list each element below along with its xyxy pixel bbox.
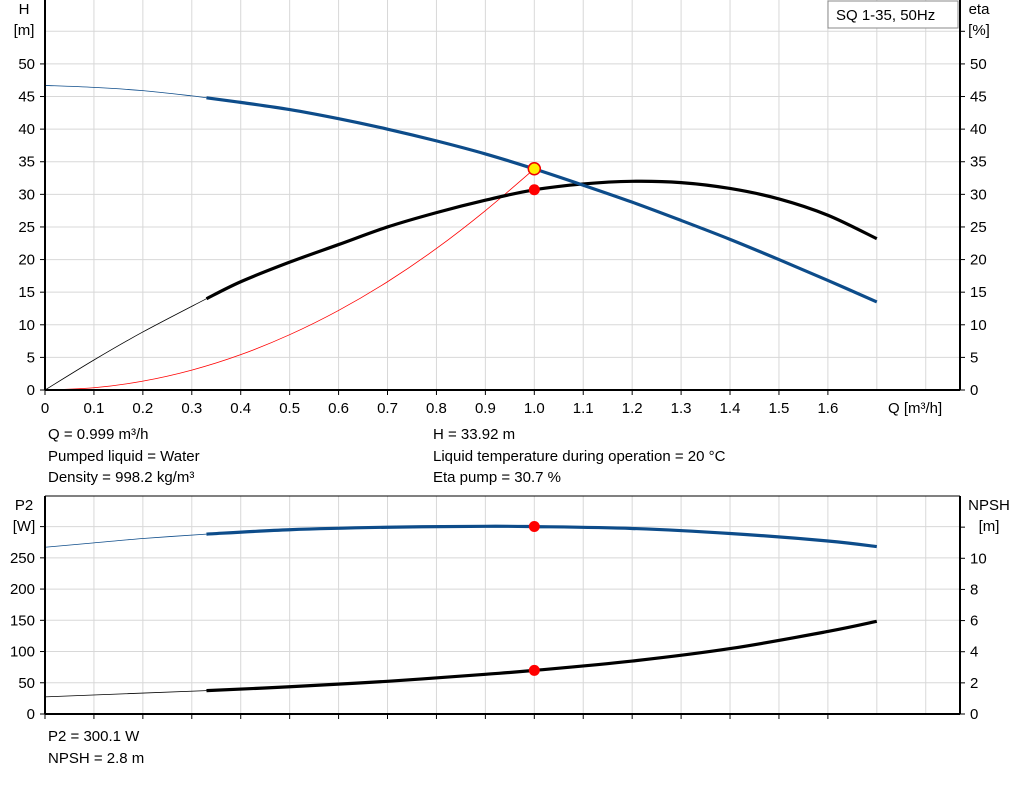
x-tick-label: 0.3 [181, 400, 202, 417]
info-liquid: Pumped liquid = Water [48, 448, 200, 465]
P2-curve-thin [44, 533, 207, 548]
y-tick-label-left: 50 [18, 56, 35, 73]
curves [44, 85, 878, 698]
H-curve-thin [44, 85, 207, 99]
y-tick-label-right: 50 [970, 56, 987, 73]
y-tick-label-left: 10 [18, 317, 35, 334]
x-tick-label: 1.1 [573, 400, 594, 417]
duty-point-eta [528, 184, 540, 196]
top-grid [45, 0, 960, 390]
legend-box [827, 0, 959, 29]
y-right-label-bottom-2: [m] [979, 518, 1000, 535]
y-tick-label-right: 40 [970, 121, 987, 138]
duty-point-h [527, 162, 542, 176]
y-right-label-top-1: eta [969, 1, 991, 18]
axes: 0 0.1 0.2 0.3 0.4 0.5 0.6 0.7 0.8 0.9 1.0 1.1 1.2 1.3… [10, 0, 987, 723]
y-tick-label-right: 20 [970, 252, 987, 269]
bottom-grid [45, 496, 960, 714]
x-tick-label: 0.9 [475, 400, 496, 417]
x-tick-label: 0.2 [132, 400, 153, 417]
x-tick-label: 1.5 [769, 400, 790, 417]
info-density: Density = 998.2 kg/m³ [48, 469, 194, 486]
y-tick-label-left: 0 [27, 382, 35, 399]
y-tick-label-right: 4 [970, 644, 978, 661]
x-tick-label: 1.2 [622, 400, 643, 417]
x-tick-label: 0.4 [230, 400, 251, 417]
y-left-label-top-2: [m] [14, 22, 35, 39]
x-tick-label: 0.1 [84, 400, 105, 417]
x-tick-label: 0 [41, 400, 49, 417]
y-tick-label-right: 8 [970, 581, 978, 598]
y-tick-label-right: 2 [970, 675, 978, 692]
x-tick-label: 1.0 [524, 400, 545, 417]
y-tick-label-left: 30 [18, 186, 35, 203]
x-tick-label: 1.6 [817, 400, 838, 417]
y-tick-label-left: 20 [18, 252, 35, 269]
y-tick-label-right: 6 [970, 613, 978, 630]
y-tick-label-right: 15 [970, 284, 987, 301]
y-right-label-top-2: [%] [968, 22, 990, 39]
info-npsh: NPSH = 2.8 m [48, 750, 144, 767]
y-tick-label-right: 25 [970, 219, 987, 236]
info-q: Q = 0.999 m³/h [48, 426, 148, 443]
y-tick-label-right: 5 [970, 349, 978, 366]
x-axis-label: Q [m³/h] [888, 400, 942, 417]
y-tick-label-left: 15 [18, 284, 35, 301]
eta-curve [205, 179, 878, 301]
y-left-label-bottom-1: P2 [15, 497, 33, 514]
system-curve [44, 168, 535, 391]
y-tick-label-right: 0 [970, 706, 978, 723]
y-right-label-bottom-1: NPSH [968, 497, 1010, 514]
y-tick-label-right: 45 [970, 89, 987, 106]
info-eta: Eta pump = 30.7 % [433, 469, 561, 486]
duty-point-p2 [528, 521, 540, 533]
y-tick-label-left: 5 [27, 349, 35, 366]
y-tick-label-right: 10 [970, 550, 987, 567]
y-left-label-top-1: H [19, 1, 30, 18]
H-curve [206, 96, 878, 304]
y-tick-label-left: 25 [18, 219, 35, 236]
x-tick-label: 0.7 [377, 400, 398, 417]
y-tick-label-left: 45 [18, 89, 35, 106]
y-tick-label-right: 35 [970, 154, 987, 171]
info-h: H = 33.92 m [433, 426, 515, 443]
info-p2: P2 = 300.1 W [48, 728, 140, 745]
x-tick-label: 0.8 [426, 400, 447, 417]
eta-curve-thin [44, 298, 207, 391]
info-temp: Liquid temperature during operation = 20… [433, 448, 726, 465]
y-tick-label-right: 10 [970, 317, 987, 334]
y-tick-label-left: 100 [10, 644, 35, 661]
NPSH-curve-thin [44, 690, 207, 698]
y-tick-label-left: 200 [10, 581, 35, 598]
y-left-label-bottom-2: [W] [13, 518, 36, 535]
duty-point-npsh [528, 664, 540, 676]
y-tick-label-right: 0 [970, 382, 978, 399]
x-tick-label: 0.5 [279, 400, 300, 417]
y-tick-label-left: 35 [18, 154, 35, 171]
x-tick-label: 0.6 [328, 400, 349, 417]
y-tick-label-right: 30 [970, 186, 987, 203]
legend-text: SQ 1-35, 50Hz [836, 7, 935, 24]
y-tick-label-left: 50 [18, 675, 35, 692]
x-tick-label: 1.3 [671, 400, 692, 417]
P2-curve [206, 524, 878, 549]
y-tick-label-left: 150 [10, 612, 35, 629]
y-tick-label-left: 0 [27, 706, 35, 723]
y-tick-label-left: 40 [18, 121, 35, 138]
NPSH-curve [206, 619, 878, 693]
x-tick-label: 1.4 [720, 400, 741, 417]
y-tick-label-left: 250 [10, 550, 35, 567]
